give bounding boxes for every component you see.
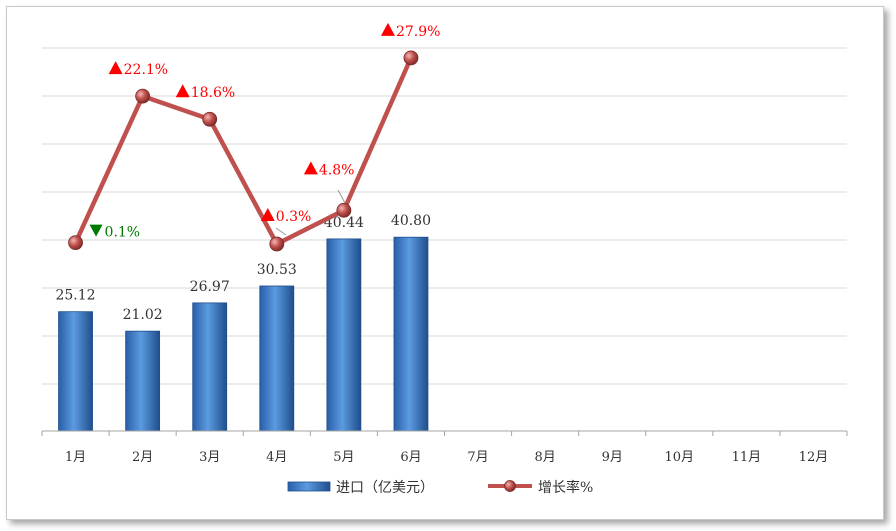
growth-value-label: 0.3% bbox=[276, 209, 312, 225]
x-tick-label: 12月 bbox=[799, 450, 829, 465]
label-leader-line bbox=[275, 227, 287, 236]
gridlines bbox=[42, 47, 847, 385]
legend-swatch-import bbox=[287, 481, 331, 492]
down-triangle-icon bbox=[89, 224, 103, 237]
up-triangle-icon bbox=[260, 207, 275, 221]
bar-value-labels: 25.12 21.02 26.97 30.53 40.44 40.80 bbox=[55, 213, 431, 323]
x-tick-label: 3月 bbox=[199, 450, 220, 465]
growth-value-label: 0.1% bbox=[105, 225, 141, 241]
import-bar bbox=[259, 285, 295, 432]
bar-value-label: 25.12 bbox=[55, 288, 95, 304]
x-tick-label: 10月 bbox=[665, 450, 695, 465]
growth-line-path bbox=[73, 56, 414, 247]
x-tick-label: 5月 bbox=[333, 450, 354, 465]
x-tick-label: 9月 bbox=[602, 450, 623, 465]
bar-value-label: 40.80 bbox=[391, 213, 431, 229]
import-bar bbox=[58, 311, 93, 432]
up-triangle-icon bbox=[108, 61, 123, 75]
x-tick-label: 6月 bbox=[400, 450, 421, 465]
import-bar bbox=[125, 330, 161, 432]
growth-point bbox=[403, 50, 419, 66]
import-bars bbox=[58, 236, 429, 432]
growth-point bbox=[135, 88, 151, 104]
x-tick-label: 7月 bbox=[467, 450, 488, 465]
legend-label-import: 进口（亿美元） bbox=[336, 480, 434, 496]
growth-line bbox=[68, 50, 419, 252]
up-triangle-icon bbox=[175, 84, 190, 98]
legend: 进口（亿美元） 增长率% bbox=[287, 479, 593, 496]
up-triangle-icon bbox=[380, 22, 395, 36]
growth-point bbox=[68, 235, 83, 251]
bar-value-label: 30.53 bbox=[257, 262, 297, 278]
growth-point bbox=[269, 236, 285, 252]
growth-point bbox=[202, 111, 218, 127]
x-tick-label: 11月 bbox=[732, 450, 762, 465]
legend-label-growth: 增长率% bbox=[538, 479, 593, 496]
growth-value-label: 27.9% bbox=[396, 24, 440, 40]
up-triangle-icon bbox=[303, 161, 318, 175]
import-bar bbox=[326, 238, 362, 432]
bar-value-label: 21.02 bbox=[123, 307, 163, 323]
legend-swatch-growth-marker bbox=[504, 480, 516, 492]
x-tick-label: 1月 bbox=[65, 450, 86, 465]
import-bar bbox=[192, 302, 228, 432]
label-leader-line bbox=[337, 189, 346, 204]
growth-value-label: 22.1% bbox=[124, 62, 168, 78]
growth-value-label: 18.6% bbox=[191, 85, 235, 101]
x-tick-label: 8月 bbox=[534, 450, 555, 465]
bar-value-label: 40.44 bbox=[324, 215, 364, 231]
x-tick-label: 4月 bbox=[266, 450, 287, 465]
growth-point bbox=[336, 202, 352, 218]
bar-value-label: 26.97 bbox=[190, 279, 230, 295]
import-bar bbox=[393, 236, 429, 432]
growth-value-label: 4.8% bbox=[319, 162, 355, 178]
growth-labels: 0.1% 22.1% 18.6% 0.3% 4.8% 27.9% bbox=[89, 22, 440, 241]
x-axis: 1月 2月 3月 4月 5月 6月 7月 8月 9月 10月 11月 12月 bbox=[41, 430, 848, 465]
x-tick-label: 2月 bbox=[132, 450, 153, 465]
